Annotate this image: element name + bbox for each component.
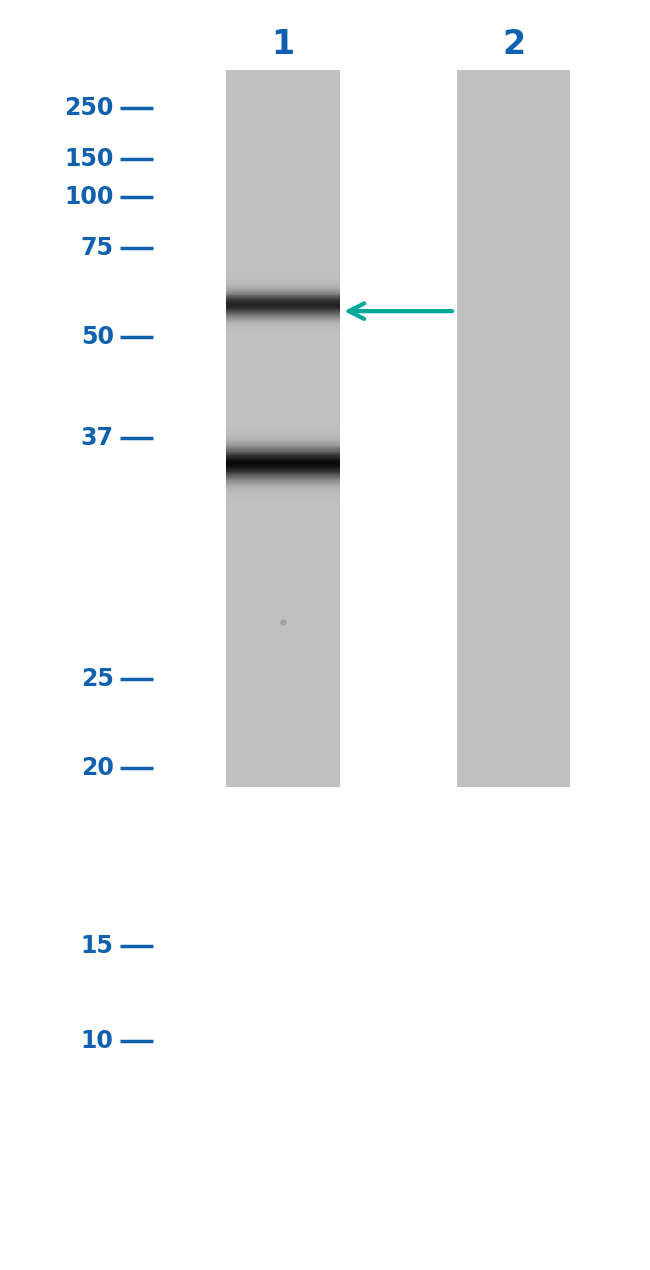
Text: 100: 100	[64, 185, 114, 208]
Text: 20: 20	[81, 757, 114, 780]
Text: 25: 25	[81, 668, 114, 691]
Text: 1: 1	[271, 28, 294, 61]
Text: 2: 2	[502, 28, 525, 61]
Text: 75: 75	[81, 236, 114, 259]
Text: 37: 37	[81, 427, 114, 450]
Bar	[456, 70, 571, 787]
Bar	[226, 70, 339, 787]
Text: 10: 10	[81, 1030, 114, 1053]
Text: 15: 15	[81, 935, 114, 958]
Text: 150: 150	[64, 147, 114, 170]
Text: 50: 50	[81, 325, 114, 348]
Text: 250: 250	[64, 97, 114, 119]
